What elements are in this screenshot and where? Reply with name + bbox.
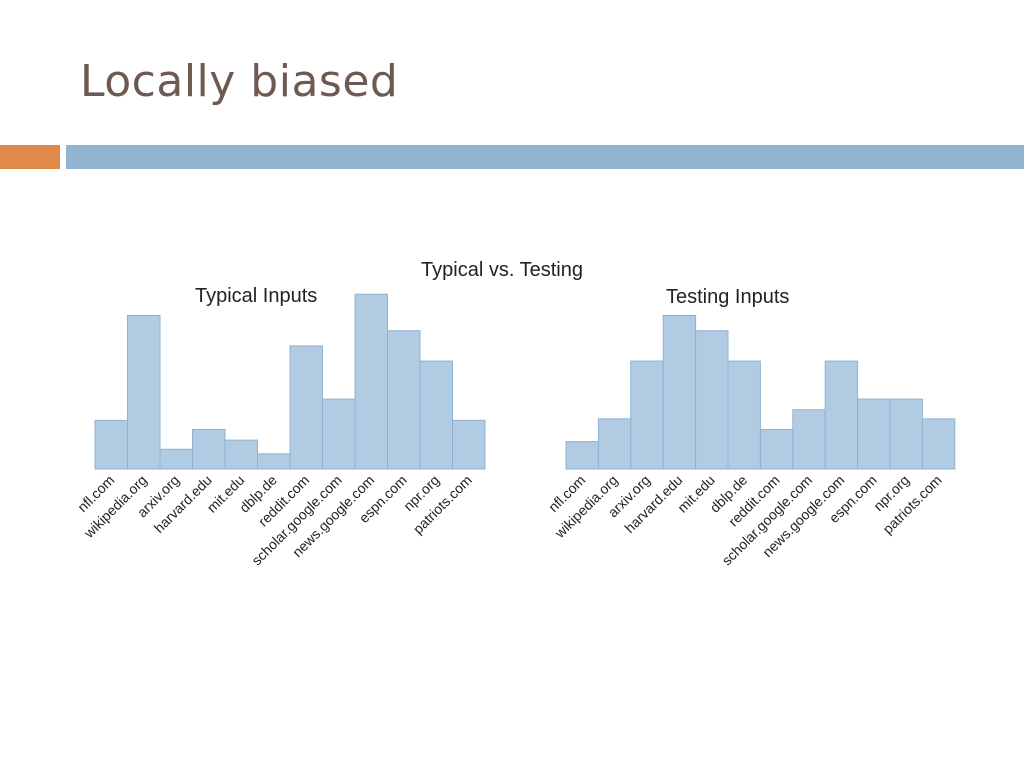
bar-nfl-com	[94, 419, 128, 470]
bar-news-google-com	[824, 360, 859, 470]
bar-mit-edu	[695, 330, 729, 470]
bar-npr-org	[889, 398, 923, 470]
bar-wikipedia-org	[597, 418, 632, 470]
bar-mit-edu	[224, 439, 258, 470]
bar-reddit-com	[759, 428, 794, 470]
title-divider-band	[66, 145, 1024, 169]
panel-title-testing: Testing Inputs	[666, 286, 790, 308]
bar-dblp-de	[257, 453, 291, 470]
panel-typical: nfl.comwikipedia.orgarxiv.orgharvard.edu…	[74, 293, 486, 568]
bar-patriots-com	[452, 419, 486, 470]
bar-espn-com	[857, 398, 891, 470]
bar-scholar-google-com	[792, 409, 826, 470]
bar-news-google-com	[354, 293, 388, 470]
bar-nfl-com	[565, 441, 599, 470]
bar-npr-org	[419, 360, 453, 470]
bar-scholar-google-com	[322, 398, 356, 470]
title-accent-bar	[0, 145, 60, 169]
bar-dblp-de	[727, 360, 761, 470]
chart-title: Typical vs. Testing	[421, 259, 583, 281]
bar-wikipedia-org	[127, 314, 161, 470]
bar-harvard-edu	[192, 428, 226, 470]
bar-arxiv-org	[159, 448, 193, 470]
panel-title-typical: Typical Inputs	[195, 285, 318, 307]
bar-patriots-com	[921, 418, 956, 470]
bar-espn-com	[387, 330, 421, 470]
slide-title: Locally biased	[80, 56, 399, 107]
bar-reddit-com	[289, 345, 323, 470]
bar-harvard-edu	[662, 314, 697, 470]
panel-testing: nfl.comwikipedia.orgarxiv.orgharvard.edu…	[545, 314, 956, 568]
bar-arxiv-org	[630, 360, 664, 470]
